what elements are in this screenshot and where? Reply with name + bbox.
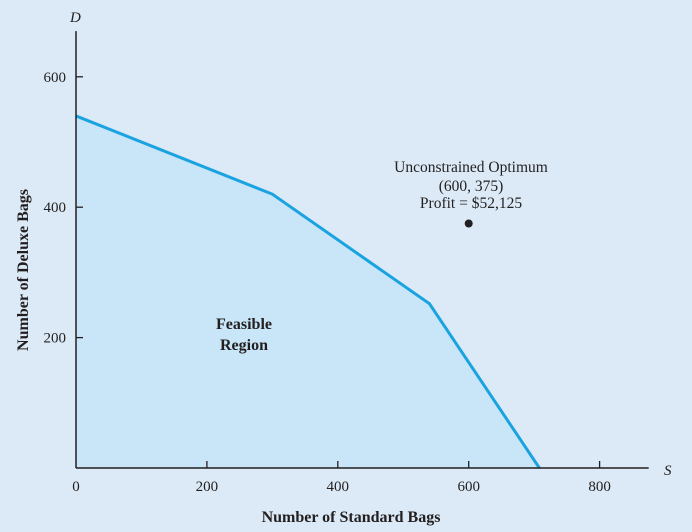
y-axis-letter: D: [69, 10, 81, 26]
x-axis-title: Number of Standard Bags: [262, 509, 441, 526]
y-tick-label: 400: [44, 200, 67, 216]
feasible-region-boundary: [75, 114, 541, 469]
feasible-region-area: [76, 115, 540, 469]
y-axis-title: Number of Deluxe Bags: [15, 189, 32, 351]
x-axis-letter: S: [664, 463, 672, 479]
x-axis-ticks: 0 200 400 600 800: [72, 461, 611, 495]
feasible-region-label-line1: Feasible: [216, 316, 272, 333]
optimum-point: [464, 219, 473, 228]
optimum-label-line1: Unconstrained Optimum: [394, 159, 548, 176]
x-tick-label: 200: [196, 479, 219, 495]
x-tick-label: 400: [327, 479, 350, 495]
feasible-region-label-line2: Region: [220, 337, 268, 354]
optimum-label-line2: (600, 375): [439, 178, 504, 195]
x-tick-label: 800: [588, 479, 611, 495]
y-tick-label: 200: [44, 331, 67, 347]
y-tick-label: 600: [44, 70, 67, 86]
x-tick-label: 0: [72, 479, 80, 495]
optimum-label-line3: Profit = $52,125: [420, 195, 522, 212]
y-axis-ticks: 200 400 600: [44, 70, 83, 347]
x-tick-label: 600: [457, 479, 480, 495]
